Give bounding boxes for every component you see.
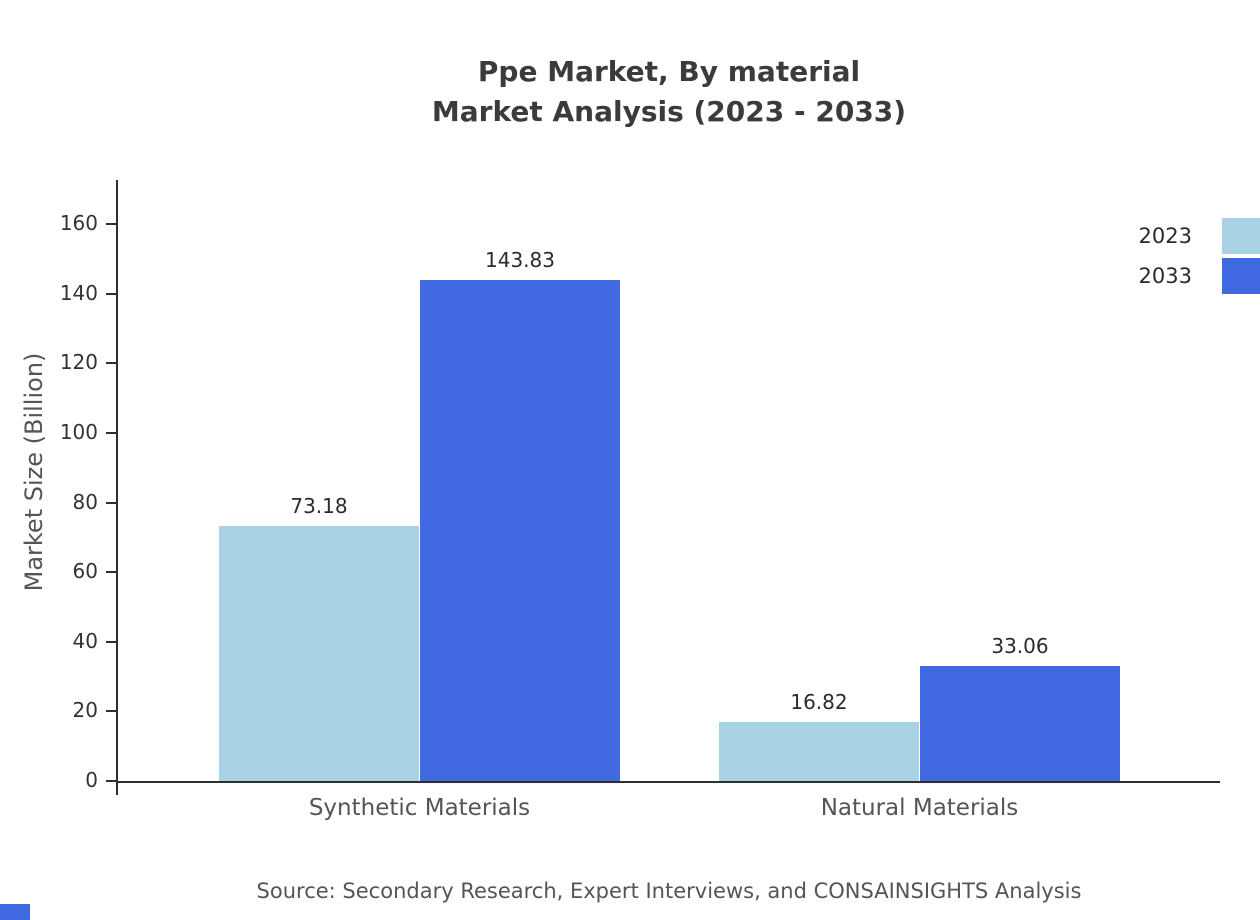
y-tick-label-140: 140 xyxy=(59,280,98,305)
chart-title: Ppe Market, By material Market Analysis … xyxy=(118,52,1220,132)
bar-2033-natural-materials xyxy=(920,665,1120,781)
legend-swatch-2033 xyxy=(1222,258,1260,294)
bottom-left-accent xyxy=(0,904,30,920)
y-tick-mark-120 xyxy=(106,362,116,365)
value-label-2033-synthetic-materials: 143.83 xyxy=(485,248,555,273)
y-tick-label-120: 120 xyxy=(59,350,98,375)
y-tick-mark-60 xyxy=(106,571,116,574)
legend-item-2023: 2023 xyxy=(1139,218,1260,254)
y-tick-mark-80 xyxy=(106,501,116,504)
bar-2023-natural-materials xyxy=(719,722,919,781)
y-tick-label-20: 20 xyxy=(72,698,98,723)
x-category-label-natural-materials: Natural Materials xyxy=(820,795,1019,821)
y-tick-label-100: 100 xyxy=(59,419,98,444)
y-tick-label-80: 80 xyxy=(72,489,98,514)
y-tick-mark-0 xyxy=(106,780,116,782)
y-tick-mark-100 xyxy=(106,431,116,434)
bar-2033-synthetic-materials xyxy=(420,280,620,781)
y-tick-mark-160 xyxy=(106,223,116,225)
y-tick-label-60: 60 xyxy=(72,559,98,584)
bar-2023-synthetic-materials xyxy=(219,526,419,781)
y-tick-label-160: 160 xyxy=(59,211,98,235)
chart-legend: 2023 2033 xyxy=(1139,218,1260,298)
y-tick-label-40: 40 xyxy=(72,628,98,653)
y-axis-line xyxy=(116,180,118,795)
value-label-2023-natural-materials: 16.82 xyxy=(790,690,848,715)
value-label-2023-synthetic-materials: 73.18 xyxy=(290,494,348,519)
chart-title-line2: Market Analysis (2023 - 2033) xyxy=(431,95,907,128)
y-tick-mark-40 xyxy=(106,640,116,643)
legend-label-2033: 2033 xyxy=(1138,264,1192,288)
plot-area: 0 20 40 60 80 100 120 140 160 73.18 16.82 143.83 33.… xyxy=(60,180,1220,821)
legend-label-2023: 2023 xyxy=(1138,224,1192,248)
x-category-label-synthetic-materials: Synthetic Materials xyxy=(308,795,531,821)
legend-item-2033: 2033 xyxy=(1139,258,1260,294)
y-tick-mark-20 xyxy=(106,710,116,713)
y-tick-label-0: 0 xyxy=(85,768,98,792)
chart-title-line1: Ppe Market, By material xyxy=(477,55,861,88)
x-axis-line xyxy=(116,781,1220,783)
y-tick-mark-140 xyxy=(106,292,116,295)
source-note: Source: Secondary Research, Expert Inter… xyxy=(256,879,1082,903)
value-label-2033-natural-materials: 33.06 xyxy=(991,633,1049,658)
legend-swatch-2023 xyxy=(1222,218,1260,254)
